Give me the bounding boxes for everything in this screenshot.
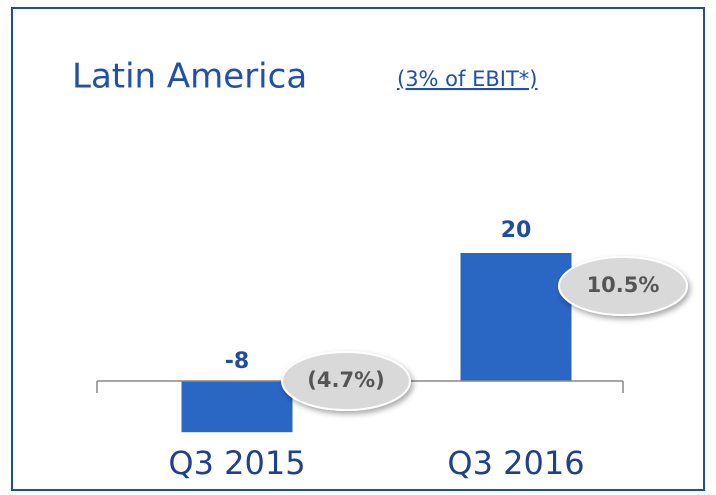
annotation-bubble [558, 256, 688, 316]
x-tick-label: Q3 2016 [447, 444, 584, 482]
chart-subtitle: (3% of EBIT*) [397, 67, 538, 91]
value-label: 20 [501, 218, 532, 243]
value-label: -8 [225, 349, 249, 374]
bar [460, 253, 572, 381]
bar [181, 381, 293, 433]
x-tick-label: Q3 2015 [168, 444, 305, 482]
annotation-bubble [281, 351, 411, 411]
plot: -8 Q3 2015 20 Q3 2016 (4.7%) 10.5% [96, 218, 688, 482]
annotation: 10.5% [587, 273, 660, 297]
annotation: (4.7%) [307, 368, 384, 392]
chart-title: Latin America [72, 57, 307, 97]
